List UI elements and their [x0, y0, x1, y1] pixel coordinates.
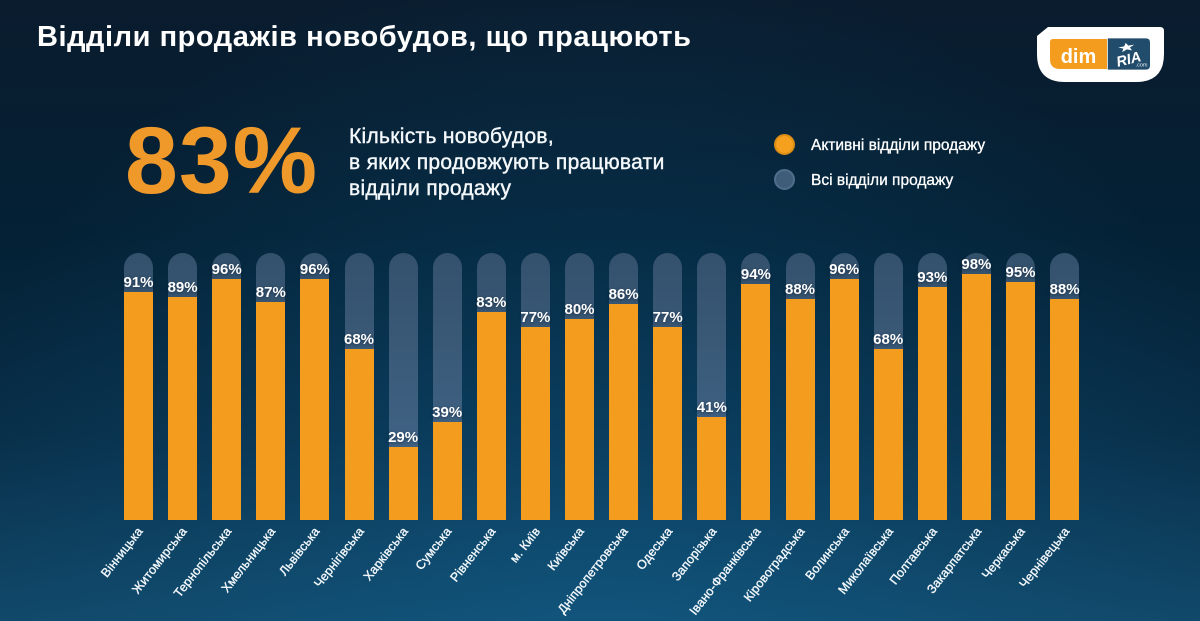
svg-text:RIA: RIA [1115, 49, 1143, 71]
svg-text:dim: dim [1061, 46, 1097, 68]
svg-text:.com: .com [1136, 63, 1148, 69]
